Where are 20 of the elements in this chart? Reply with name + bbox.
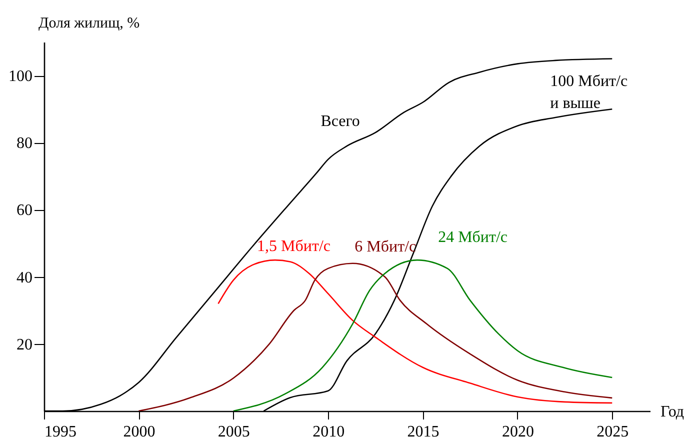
x-tick-label: 2020	[502, 424, 534, 440]
x-tick-label: 2000	[123, 424, 156, 440]
series-label: 1,5 Мбит/с	[257, 238, 331, 256]
y-tick-label: 80	[16, 135, 32, 152]
y-tick-label: 40	[16, 269, 32, 286]
y-tick-label: 100	[8, 68, 32, 86]
x-tick-label: 2025	[596, 424, 629, 440]
series-label: 100 Мбит/с и выше	[550, 73, 628, 112]
line-series	[138, 262, 613, 411]
x-tick-label: 2015	[407, 424, 440, 440]
x-axis-title: Год	[660, 404, 684, 420]
y-tick-label: 60	[16, 202, 32, 220]
x-tick-label: 1995	[44, 424, 76, 440]
series-label: 6 Мбит/с	[354, 238, 416, 256]
series-label: Всего	[320, 112, 360, 130]
x-tick-label: 2005	[218, 424, 250, 440]
y-axis-title: Доля жилищ, %	[38, 16, 140, 32]
series-label: 24 Мбит/с	[438, 229, 508, 246]
x-tick-label: 2010	[312, 424, 345, 440]
y-tick-label: 20	[16, 336, 32, 354]
